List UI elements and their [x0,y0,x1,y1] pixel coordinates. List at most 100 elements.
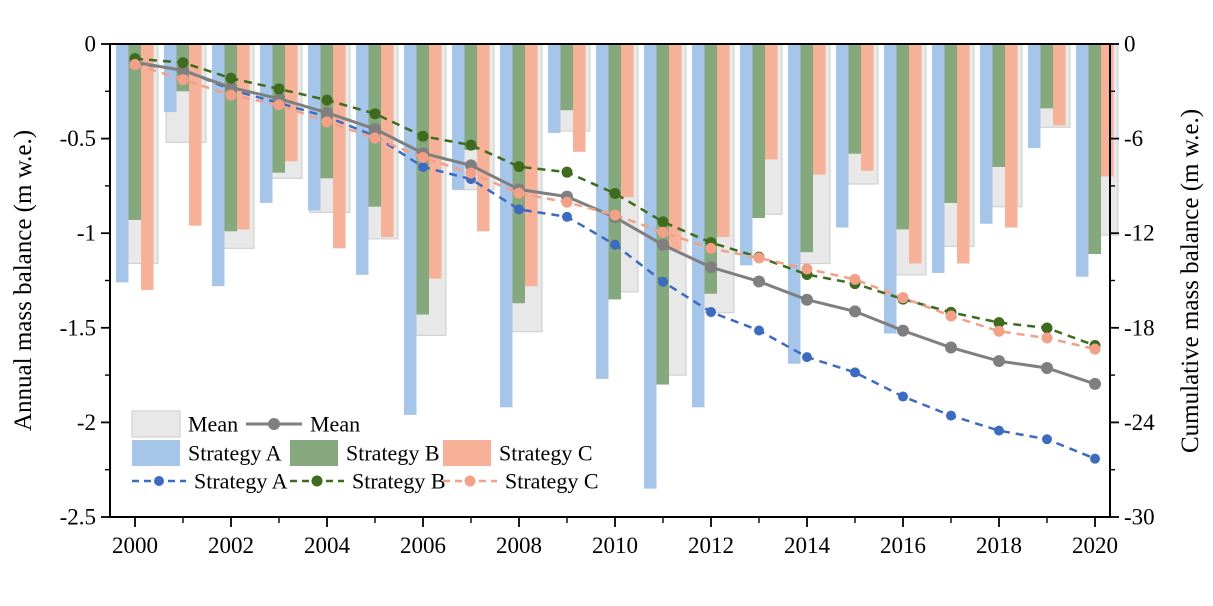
legend-strategy-b-swatch [290,440,338,466]
point-strategy-b-2010 [609,187,621,199]
legend-strategy-c-label: Strategy C [499,441,593,466]
bar-strategy-c-2013 [765,44,778,160]
bar-strategy-b-2017 [944,44,957,203]
point-strategy-b-2007 [465,139,477,151]
point-mean-2005 [369,122,381,135]
point-mean-2013 [753,275,765,288]
point-strategy-b-2004 [321,94,333,106]
right-tick-label-5: -30 [1124,505,1155,530]
right-tick-label-3: -18 [1124,315,1155,340]
point-strategy-c-2003 [273,99,285,111]
point-mean-2017 [945,341,957,354]
point-strategy-c-2002 [225,89,237,101]
x-tick-label-2018: 2018 [976,533,1022,558]
point-strategy-c-2006 [417,152,429,164]
bar-strategy-a-2002 [212,44,225,287]
point-strategy-c-2019 [1041,332,1053,344]
bar-strategy-c-2011 [669,44,682,251]
bar-strategy-b-2020 [1088,44,1101,255]
left-tick-label-1: -0.5 [60,126,96,151]
point-strategy-b-2009 [561,166,573,178]
right-axis-title: Cumulative mass balance (m w.e.) [1177,108,1204,453]
bar-strategy-b-2006 [416,44,429,315]
point-strategy-b-2001 [177,57,189,69]
bar-strategy-a-2000 [116,44,129,283]
point-mean-2019 [1041,362,1053,375]
point-strategy-b-2018 [993,317,1005,329]
bar-strategy-b-2010 [608,44,621,300]
bar-strategy-a-2019 [1028,44,1041,149]
bar-strategy-c-2016 [909,44,922,264]
point-strategy-a-2020 [1090,453,1100,464]
legend-mean-line-label: Mean [310,412,360,437]
point-strategy-b-2005 [369,108,381,120]
point-strategy-c-2014 [801,263,813,275]
x-tick-label-2020: 2020 [1072,533,1118,558]
point-strategy-c-2016 [897,292,909,304]
point-strategy-a-2013 [754,325,764,336]
bar-strategy-a-2017 [932,44,945,273]
left-tick-label-0: 0 [85,32,97,57]
point-strategy-a-2019 [1042,434,1052,445]
bar-strategy-c-2000 [141,44,154,290]
bar-strategy-a-2016 [884,44,897,334]
legend-strategy-a-swatch [132,440,180,466]
point-strategy-a-2012 [706,307,716,318]
right-tick-label-0: 0 [1124,32,1136,57]
bar-strategy-a-2007 [452,44,465,190]
legend-mean-line-sample-dot [268,418,280,430]
legend-mean-bar-label: Mean [188,412,238,437]
x-tick-label-2006: 2006 [400,533,446,558]
x-tick-label-2010: 2010 [592,533,638,558]
legend-strategy-b-line-sample-dot [311,475,323,487]
bar-strategy-a-2013 [740,44,753,266]
bar-strategy-c-2008 [525,44,538,287]
x-tick-label-2008: 2008 [496,533,542,558]
point-mean-2011 [657,238,669,251]
point-strategy-c-2011 [657,226,669,238]
point-strategy-a-2018 [994,425,1004,436]
point-mean-2020 [1089,377,1101,390]
bar-strategy-a-2003 [260,44,273,203]
right-tick-label-1: -6 [1124,126,1143,151]
legend-strategy-b-label: Strategy B [346,441,440,466]
bar-strategy-a-2018 [980,44,993,224]
bar-strategy-c-2015 [861,44,874,171]
left-tick-label-5: -2.5 [60,505,96,530]
point-mean-2007 [465,159,477,172]
x-tick-label-2002: 2002 [208,533,254,558]
right-tick-label-2: -12 [1124,221,1155,246]
legend-strategy-a-line-sample-dot [154,476,164,486]
legend-strategy-c-line-sample-dot [464,475,476,487]
bar-strategy-b-2000 [128,44,141,220]
bar-strategy-c-2019 [1053,44,1066,126]
point-strategy-a-2011 [658,276,668,287]
point-strategy-b-2011 [657,216,669,228]
point-mean-2015 [849,305,861,318]
line-strategy-b [134,57,1096,347]
point-strategy-a-2006 [418,161,428,172]
bar-strategy-b-2008 [512,44,525,304]
bar-strategy-b-2002 [224,44,237,232]
bar-strategy-a-2020 [1076,44,1089,277]
bar-strategy-b-2015 [848,44,861,154]
point-mean-2001 [177,64,189,77]
bar-strategy-c-2010 [621,44,634,198]
point-strategy-c-2005 [369,132,381,144]
point-strategy-a-2010 [610,239,620,250]
point-strategy-c-2020 [1089,343,1101,355]
point-strategy-a-2016 [898,391,908,402]
bar-strategy-c-2014 [813,44,826,175]
bar-strategy-a-2015 [836,44,849,228]
x-tick-label-2000: 2000 [112,533,158,558]
bar-strategy-c-2018 [1005,44,1018,228]
point-strategy-a-2009 [562,211,572,222]
point-strategy-c-2001 [177,74,189,86]
bar-strategy-a-2011 [644,44,657,489]
point-strategy-c-2007 [465,167,477,179]
point-strategy-c-2013 [753,252,765,264]
bar-strategy-a-2014 [788,44,801,364]
point-strategy-b-2002 [225,72,237,84]
bar-strategy-c-2020 [1101,44,1114,177]
